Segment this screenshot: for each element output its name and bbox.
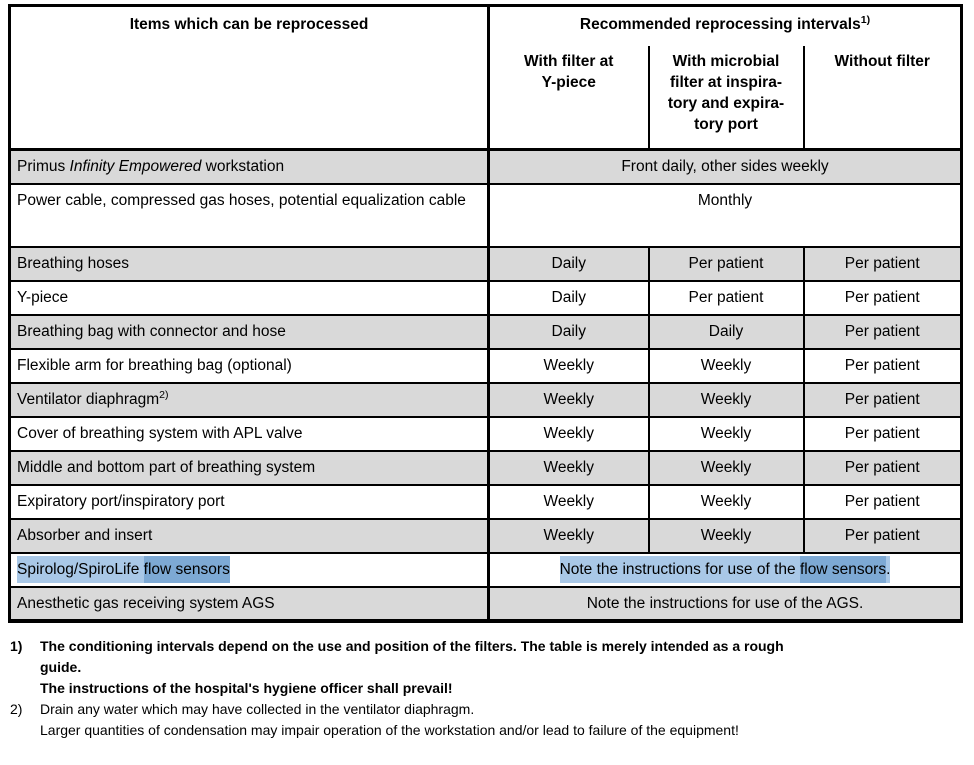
column-header-intervals-label: Recommended reprocessing intervals	[579, 16, 861, 33]
interval-cell: Weekly	[647, 518, 804, 553]
footnote-2: 2) Drain any water which may have collec…	[8, 699, 966, 741]
interval-cell: Per patient	[647, 280, 804, 315]
item-cell: Middle and bottom part of breathing syst…	[9, 450, 490, 485]
interval-cell: Note the instructions for use of the flo…	[488, 552, 962, 587]
interval-cell: Daily	[488, 280, 649, 315]
table-row: Expiratory port/inspiratory port Weekly …	[9, 484, 962, 519]
footnote-2-line: Drain any water which may have collected…	[40, 700, 475, 717]
reprocessing-intervals-table: Items which can be reprocessed Recommend…	[8, 4, 963, 623]
search-highlight-match: flow sensors	[143, 555, 230, 583]
item-cell: Cover of breathing system with APL valve	[9, 416, 490, 451]
interval-cell: Weekly	[488, 382, 649, 417]
table-row: Breathing hoses Daily Per patient Per pa…	[9, 246, 962, 281]
footnote-1-line: The instructions of the hospital's hygie…	[40, 679, 453, 696]
item-cell: Absorber and insert	[9, 518, 490, 553]
footnote-1-line: guide.	[40, 658, 82, 675]
table-row: Y-piece Daily Per patient Per patient	[9, 280, 962, 315]
subcolumn-header-without-filter: Without filter	[802, 45, 962, 150]
interval-cell: Per patient	[802, 450, 962, 485]
subcolumn-header-filter-y-piece: With filter at Y-piece	[524, 52, 614, 91]
interval-cell: Daily	[488, 246, 649, 281]
item-cell: Power cable, compressed gas hoses, poten…	[9, 183, 490, 247]
footnote-ref-2: 2)	[159, 388, 169, 401]
interval-cell: Front daily, other sides weekly	[488, 149, 962, 184]
interval-cell: Monthly	[488, 183, 962, 247]
interval-cell: Per patient	[802, 416, 962, 451]
item-cell: Breathing bag with connector and hose	[9, 314, 490, 349]
interval-cell: Per patient	[802, 314, 962, 349]
footnote-2-marker: 2)	[10, 700, 23, 717]
interval-cell: Weekly	[488, 416, 649, 451]
interval-cell: Weekly	[647, 416, 804, 451]
interval-cell: Per patient	[802, 348, 962, 383]
footnote-ref-1: 1)	[860, 13, 871, 26]
interval-cell: Weekly	[488, 518, 649, 553]
table-row: Anesthetic gas receiving system AGS Note…	[9, 586, 962, 621]
interval-cell: Weekly	[488, 450, 649, 485]
interval-cell: Per patient	[802, 382, 962, 417]
table-row: Cover of breathing system with APL valve…	[9, 416, 962, 451]
interval-cell: Per patient	[647, 246, 804, 281]
footnote-1: 1) The conditioning intervals depend on …	[8, 636, 966, 699]
table-row: Breathing bag with connector and hose Da…	[9, 314, 962, 349]
search-highlight-selection: Note the instructions for use of the	[559, 555, 800, 583]
subcolumn-header-microbial-filter: With microbial filter at inspira- tory a…	[647, 45, 804, 150]
interval-cell: Weekly	[488, 484, 649, 519]
item-text: workstation	[201, 158, 285, 175]
column-header-items: Items which can be reprocessed	[9, 5, 490, 150]
item-cell: Y-piece	[9, 280, 490, 315]
interval-cell: Per patient	[802, 280, 962, 315]
interval-cell: Weekly	[647, 348, 804, 383]
table-header: Items which can be reprocessed Recommend…	[9, 5, 962, 150]
table-row: Absorber and insert Weekly Weekly Per pa…	[9, 518, 962, 553]
item-cell: Primus Infinity Empowered workstation	[9, 149, 490, 184]
table-row: Middle and bottom part of breathing syst…	[9, 450, 962, 485]
table-row: Ventilator diaphragm2) Weekly Weekly Per…	[9, 382, 962, 417]
interval-cell: Daily	[647, 314, 804, 349]
interval-cell: Weekly	[647, 382, 804, 417]
document-page: Items which can be reprocessed Recommend…	[8, 4, 966, 741]
search-highlight-selection: .	[886, 555, 891, 583]
interval-cell: Weekly	[647, 484, 804, 519]
interval-cell: Per patient	[802, 246, 962, 281]
item-cell: Anesthetic gas receiving system AGS	[9, 586, 490, 621]
item-text: Primus	[17, 158, 70, 175]
table-row: Primus Infinity Empowered workstation Fr…	[9, 149, 962, 184]
footnote-1-line: The conditioning intervals depend on the…	[40, 637, 784, 654]
footnote-1-marker: 1)	[10, 637, 23, 654]
item-cell: Expiratory port/inspiratory port	[9, 484, 490, 519]
table-row: Flexible arm for breathing bag (optional…	[9, 348, 962, 383]
interval-cell: Weekly	[647, 450, 804, 485]
item-cell: Flexible arm for breathing bag (optional…	[9, 348, 490, 383]
footnotes: 1) The conditioning intervals depend on …	[8, 636, 966, 741]
item-text-italic: Infinity Empowered	[69, 158, 202, 175]
column-header-intervals: Recommended reprocessing intervals1)	[489, 6, 962, 46]
search-highlight-selection: Spirolog/SpiroLife	[17, 555, 144, 583]
interval-cell: Per patient	[802, 484, 962, 519]
interval-cell: Daily	[488, 314, 649, 349]
item-cell: Breathing hoses	[9, 246, 490, 281]
table-row: Power cable, compressed gas hoses, poten…	[9, 183, 962, 247]
interval-cell: Weekly	[488, 348, 649, 383]
table-row-highlighted: Spirolog/SpiroLife flow sensors Note the…	[9, 552, 962, 587]
item-cell: Ventilator diaphragm2)	[9, 382, 490, 417]
search-highlight-match: flow sensors	[799, 555, 887, 583]
interval-cell: Note the instructions for use of the AGS…	[488, 586, 962, 621]
item-text: Ventilator diaphragm	[17, 390, 160, 408]
footnote-2-line: Larger quantities of condensation may im…	[40, 721, 739, 738]
item-cell: Spirolog/SpiroLife flow sensors	[9, 552, 490, 587]
interval-cell: Per patient	[802, 518, 962, 553]
